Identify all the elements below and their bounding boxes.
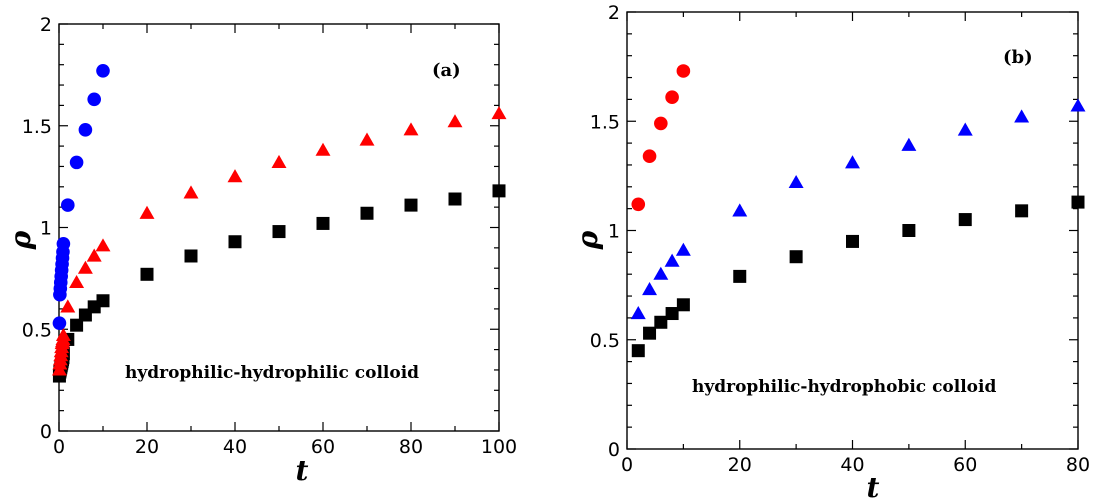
data-point-triangle bbox=[1014, 109, 1030, 123]
data-point-triangle bbox=[403, 122, 419, 136]
data-point-circle bbox=[56, 236, 71, 251]
data-point-triangle bbox=[95, 238, 111, 252]
data-point-square bbox=[316, 216, 330, 230]
data-point-square bbox=[184, 249, 198, 263]
y-tick-label: 0.5 bbox=[590, 330, 620, 352]
data-point-triangle bbox=[732, 203, 748, 217]
data-point-circle bbox=[78, 123, 93, 137]
data-point-triangle bbox=[664, 253, 680, 267]
data-point-square bbox=[448, 192, 462, 206]
x-tick-label: 40 bbox=[223, 436, 247, 458]
data-point-square bbox=[1015, 204, 1029, 218]
data-point-square bbox=[1071, 195, 1085, 209]
x-tick-label: 60 bbox=[953, 454, 977, 476]
data-point-circle bbox=[61, 198, 75, 212]
data-point-square bbox=[272, 225, 286, 239]
data-point-triangle bbox=[447, 114, 463, 128]
x-tick-label: 80 bbox=[399, 436, 423, 458]
y-tick-label: 1.5 bbox=[590, 111, 620, 133]
panel-label-b: (b) bbox=[1003, 47, 1033, 68]
data-point-square bbox=[789, 250, 803, 264]
annotation-b: hydrophilic-hydrophobic colloid bbox=[692, 377, 996, 397]
data-point-triangle bbox=[957, 122, 973, 136]
data-point-triangle bbox=[653, 266, 669, 280]
data-point-circle bbox=[631, 197, 646, 212]
y-axis-label-a: ρ bbox=[4, 230, 37, 250]
y-tick-label: 2 bbox=[40, 14, 52, 36]
data-point-square bbox=[733, 269, 747, 283]
y-tick-label: 0 bbox=[608, 439, 620, 461]
data-point-square bbox=[654, 315, 668, 329]
data-point-circle bbox=[676, 64, 691, 78]
ticks-a: 0 20 40 60 80 100 0 0.5 1 1.5 2 bbox=[22, 14, 517, 458]
data-point-triangle bbox=[788, 174, 804, 189]
x-tick-label: 20 bbox=[135, 436, 159, 458]
data-point-triangle bbox=[491, 106, 507, 120]
x-tick-label: 100 bbox=[481, 436, 517, 458]
data-point-triangle bbox=[55, 327, 71, 341]
x-tick-label: 0 bbox=[621, 454, 633, 476]
y-tick-label: 1 bbox=[40, 218, 52, 240]
data-point-square bbox=[404, 198, 418, 212]
data-point-triangle bbox=[675, 242, 691, 256]
data-point-triangle bbox=[642, 282, 658, 296]
panel-a: 0 20 40 60 80 100 0 0.5 1 1.5 2 (a) hydrophilic-hy… bbox=[4, 14, 517, 487]
data-point-circle bbox=[87, 92, 101, 107]
x-axis-label-a: t bbox=[296, 454, 309, 487]
data-point-triangle bbox=[60, 299, 76, 313]
data-point-triangle bbox=[315, 142, 331, 156]
data-point-square bbox=[360, 206, 374, 220]
data-point-triangle bbox=[227, 169, 243, 183]
y-tick-label: 0 bbox=[40, 421, 52, 443]
data-point-triangle bbox=[183, 185, 199, 199]
data-point-square bbox=[631, 344, 645, 358]
data-point-square bbox=[958, 213, 972, 227]
x-tick-label: 60 bbox=[311, 436, 335, 458]
y-tick-label: 1.5 bbox=[22, 116, 52, 138]
data-point-triangle bbox=[271, 154, 287, 168]
data-point-circle bbox=[654, 116, 668, 131]
x-tick-label: 0 bbox=[53, 436, 65, 458]
data-point-triangle bbox=[1070, 98, 1086, 112]
x-tick-label: 80 bbox=[1066, 454, 1090, 476]
data-point-square bbox=[643, 326, 657, 340]
data-point-circle bbox=[665, 90, 679, 105]
data-point-circle bbox=[96, 64, 110, 78]
data-point-triangle bbox=[901, 137, 917, 151]
y-tick-label: 0.5 bbox=[22, 319, 52, 341]
data-point-circle bbox=[52, 316, 67, 330]
data-point-triangle bbox=[359, 132, 375, 146]
data-point-triangle bbox=[630, 306, 646, 320]
data-point-triangle bbox=[86, 248, 102, 262]
y-tick-label: 2 bbox=[608, 2, 620, 24]
data-point-circle bbox=[69, 155, 84, 170]
panel-b: 0 20 40 60 80 0 0.5 1 1.5 2 (b) hydrophilic-hydro… bbox=[571, 2, 1090, 503]
annotation-a: hydrophilic-hydrophilic colloid bbox=[125, 363, 419, 383]
data-point-square bbox=[846, 234, 859, 248]
x-tick-label: 40 bbox=[840, 454, 864, 476]
data-point-square bbox=[665, 307, 679, 321]
data-point-triangle bbox=[69, 274, 85, 289]
y-axis-label-b: ρ bbox=[571, 230, 604, 250]
ticks-b: 0 20 40 60 80 0 0.5 1 1.5 2 bbox=[590, 2, 1090, 476]
x-tick-label: 20 bbox=[728, 454, 752, 476]
data-point-triangle bbox=[139, 205, 155, 219]
data-points-a bbox=[51, 64, 507, 383]
y-tick-label: 1 bbox=[608, 221, 620, 243]
data-point-square bbox=[492, 184, 506, 198]
data-point-triangle bbox=[845, 155, 860, 169]
data-point-square bbox=[228, 235, 242, 249]
data-point-square bbox=[70, 318, 84, 332]
data-point-square bbox=[140, 267, 154, 281]
data-point-square bbox=[96, 294, 110, 308]
data-point-circle bbox=[642, 149, 657, 164]
x-axis-label-b: t bbox=[867, 471, 880, 503]
data-point-square bbox=[676, 298, 690, 312]
data-points-b bbox=[630, 64, 1086, 358]
data-point-square bbox=[902, 224, 916, 237]
data-point-triangle bbox=[77, 260, 93, 274]
panel-label-a: (a) bbox=[432, 60, 461, 81]
